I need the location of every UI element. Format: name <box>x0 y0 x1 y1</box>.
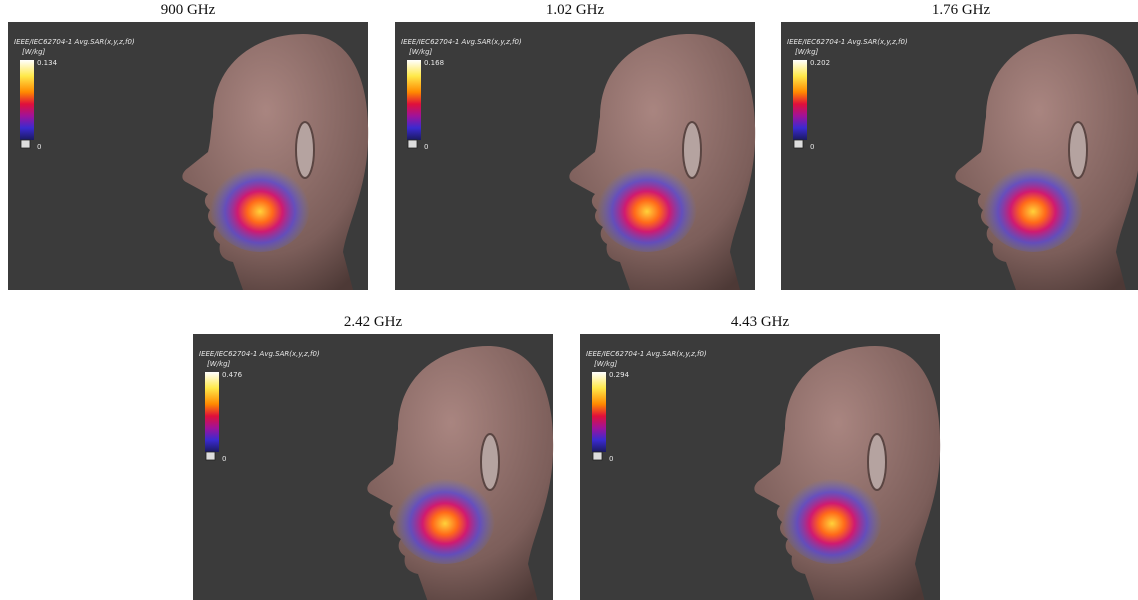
unit-label: [W/kg] <box>22 48 46 56</box>
unit-label: [W/kg] <box>409 48 433 56</box>
min-label: 0 <box>810 143 814 151</box>
figure: 900 GHz IEEE/IEC62704-1 Avg.SAR(x,y,z,f0)… <box>0 0 1138 600</box>
quantity-label: IEEE/IEC62704-1 Avg.SAR(x,y,z,f0) <box>586 350 707 358</box>
colorbar-icon <box>408 140 417 148</box>
panel-title: 900 GHz <box>161 2 216 18</box>
panel-title: 4.43 GHz <box>731 314 790 330</box>
quantity-label: IEEE/IEC62704-1 Avg.SAR(x,y,z,f0) <box>787 38 908 46</box>
panel-title: 1.76 GHz <box>932 2 991 18</box>
sar-hotspot <box>210 162 310 252</box>
colorbar-icon <box>206 452 215 460</box>
ear <box>296 122 314 178</box>
min-label: 0 <box>37 143 41 151</box>
max-label: 0.202 <box>810 59 830 67</box>
sar-hotspot <box>983 162 1083 252</box>
ear <box>683 122 701 178</box>
sar-panel: IEEE/IEC62704-1 Avg.SAR(x,y,z,f0) [W/kg] 0… <box>781 22 1138 290</box>
quantity-label: IEEE/IEC62704-1 Avg.SAR(x,y,z,f0) <box>14 38 135 46</box>
sar-hotspot <box>395 474 495 564</box>
colorbar-icon <box>794 140 803 148</box>
colorbar <box>407 60 421 140</box>
panel-title: 1.02 GHz <box>546 2 605 18</box>
min-label: 0 <box>222 455 226 463</box>
panel-title: 2.42 GHz <box>344 314 403 330</box>
colorbar-icon <box>593 452 602 460</box>
ear <box>1069 122 1087 178</box>
max-label: 0.134 <box>37 59 58 67</box>
unit-label: [W/kg] <box>594 360 618 368</box>
max-label: 0.294 <box>609 371 630 379</box>
unit-label: [W/kg] <box>207 360 231 368</box>
max-label: 0.168 <box>424 59 444 67</box>
sar-panel: IEEE/IEC62704-1 Avg.SAR(x,y,z,f0) [W/kg] 0… <box>8 22 368 290</box>
unit-label: [W/kg] <box>795 48 819 56</box>
colorbar <box>205 372 219 452</box>
ear <box>868 434 886 490</box>
colorbar <box>592 372 606 452</box>
colorbar <box>20 60 34 140</box>
sar-panel: IEEE/IEC62704-1 Avg.SAR(x,y,z,f0) [W/kg] 0… <box>395 22 755 290</box>
min-label: 0 <box>609 455 613 463</box>
min-label: 0 <box>424 143 428 151</box>
quantity-label: IEEE/IEC62704-1 Avg.SAR(x,y,z,f0) <box>199 350 320 358</box>
sar-panel: IEEE/IEC62704-1 Avg.SAR(x,y,z,f0) [W/kg] 0… <box>193 334 553 600</box>
colorbar <box>793 60 807 140</box>
sar-hotspot <box>782 474 882 564</box>
max-label: 0.476 <box>222 371 243 379</box>
colorbar-icon <box>21 140 30 148</box>
sar-hotspot <box>597 162 697 252</box>
quantity-label: IEEE/IEC62704-1 Avg.SAR(x,y,z,f0) <box>401 38 522 46</box>
ear <box>481 434 499 490</box>
sar-panel: IEEE/IEC62704-1 Avg.SAR(x,y,z,f0) [W/kg] 0… <box>580 334 940 600</box>
